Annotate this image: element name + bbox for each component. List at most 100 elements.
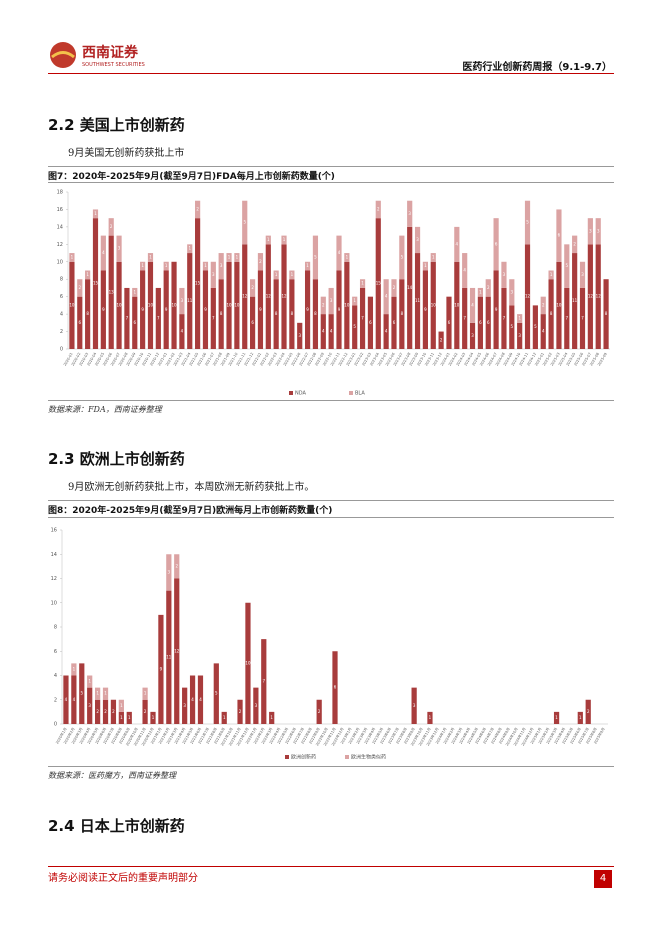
bar-segment [132,287,138,297]
x-tick-label: 2020-02 [71,352,82,367]
x-tick-label: 2024-09 [503,352,514,367]
bar-segment [532,305,538,349]
rule [48,517,614,518]
value-label: 7 [503,315,506,320]
x-tick-label: 2024-03 [456,352,467,367]
bar-segment [174,554,180,579]
bar-segment [548,279,554,349]
bar-segment [422,261,428,271]
x-tick-label: 2021-01 [157,352,168,367]
value-label: 8 [275,311,278,316]
bar-segment [427,711,433,724]
header-rule [48,73,614,74]
bar-segment [265,244,271,349]
value-label: 2 [259,259,262,264]
bar-segment [564,287,570,349]
bar-segment [102,699,109,724]
value-label: 2 [377,206,380,211]
value-label: 1 [141,263,144,268]
bar-segment [553,711,560,724]
bar-segment [174,578,180,724]
x-tick-label: 2024-05 [471,352,482,367]
y-tick-label: 12 [57,242,63,248]
y-tick-label: 4 [54,673,57,679]
value-label: 3 [413,703,416,708]
page-number: 4 [594,870,612,888]
value-label: 4 [322,329,325,334]
bar-segment [118,711,124,724]
figure-source: 数据来源：医药魔方，西南证券整理 [48,771,176,780]
x-tick-label: 2022-01 [251,352,262,367]
x-tick-label: 2022-06 [291,352,302,367]
value-label: 6 [479,320,482,325]
y-tick-label: 16 [57,207,63,213]
bar-segment [328,287,334,315]
value-label: 6 [495,241,498,246]
value-label: 9 [259,307,262,312]
bar-segment [218,279,224,349]
x-tick-label: 2023-10 [416,352,427,367]
chart: 0246810121416181012020-01622020-02812020… [57,190,610,397]
value-label: 2 [542,302,545,307]
bar-segment [171,261,177,349]
value-label: 8 [86,311,89,316]
bar-segment [383,279,389,315]
value-label: 6 [558,233,561,238]
bar-segment [603,279,609,349]
y-tick-label: 8 [54,625,57,631]
value-label: 8 [291,311,294,316]
y-tick-label: 12 [51,576,57,582]
y-tick-label: 0 [60,347,63,353]
x-tick-label: 2022-09 [314,352,325,367]
value-label: 9 [306,307,309,312]
bar-segment [336,270,342,349]
y-tick-label: 8 [60,277,63,283]
bar-segment [257,253,264,271]
value-label: 1 [152,715,155,720]
value-label: 3 [212,272,215,277]
bar-segment [226,253,232,262]
bar-segment [182,687,188,724]
bar-segment [579,261,586,288]
bar-segment [485,296,491,349]
bar-segment [202,261,209,271]
value-label: 1 [432,254,435,259]
bar-segment [577,711,583,724]
y-tick-label: 6 [60,294,63,300]
value-label: 1 [73,666,76,671]
x-tick-label: 2021-03 [173,352,184,367]
value-label: 7 [126,315,129,320]
bar-segment [344,261,350,349]
value-label: 14 [407,285,413,290]
bar-segment [85,270,91,280]
bar-segment [281,244,287,349]
value-label: 1 [346,254,349,259]
value-label: 1 [204,263,207,268]
value-label: 1 [518,315,521,320]
bar-segment [375,218,381,349]
y-tick-label: 14 [51,552,57,558]
value-label: 2 [440,337,443,342]
value-label: 6 [448,320,451,325]
value-label: 11 [166,654,172,659]
x-tick-label: 2022-08 [306,352,317,367]
bar-segment [116,235,122,262]
bar-segment [92,218,99,349]
value-label: 1 [555,715,558,720]
bar-segment [595,244,601,349]
bar-segment [158,614,164,724]
x-tick-label: 2024-04 [463,351,474,366]
x-tick-label: 2024-01 [440,352,451,367]
bar-segment [493,218,499,271]
bar-segment [108,218,114,236]
value-label: 5 [243,220,246,225]
bar-segment [328,314,334,349]
bar-segment [140,270,146,349]
bar-segment [438,331,444,349]
value-label: 3 [416,237,419,242]
value-label: 1 [223,715,226,720]
x-tick-label: 2024-02 [448,352,459,367]
bar-segment [509,279,515,306]
bar-segment [147,253,154,262]
bar-segment [213,663,219,724]
